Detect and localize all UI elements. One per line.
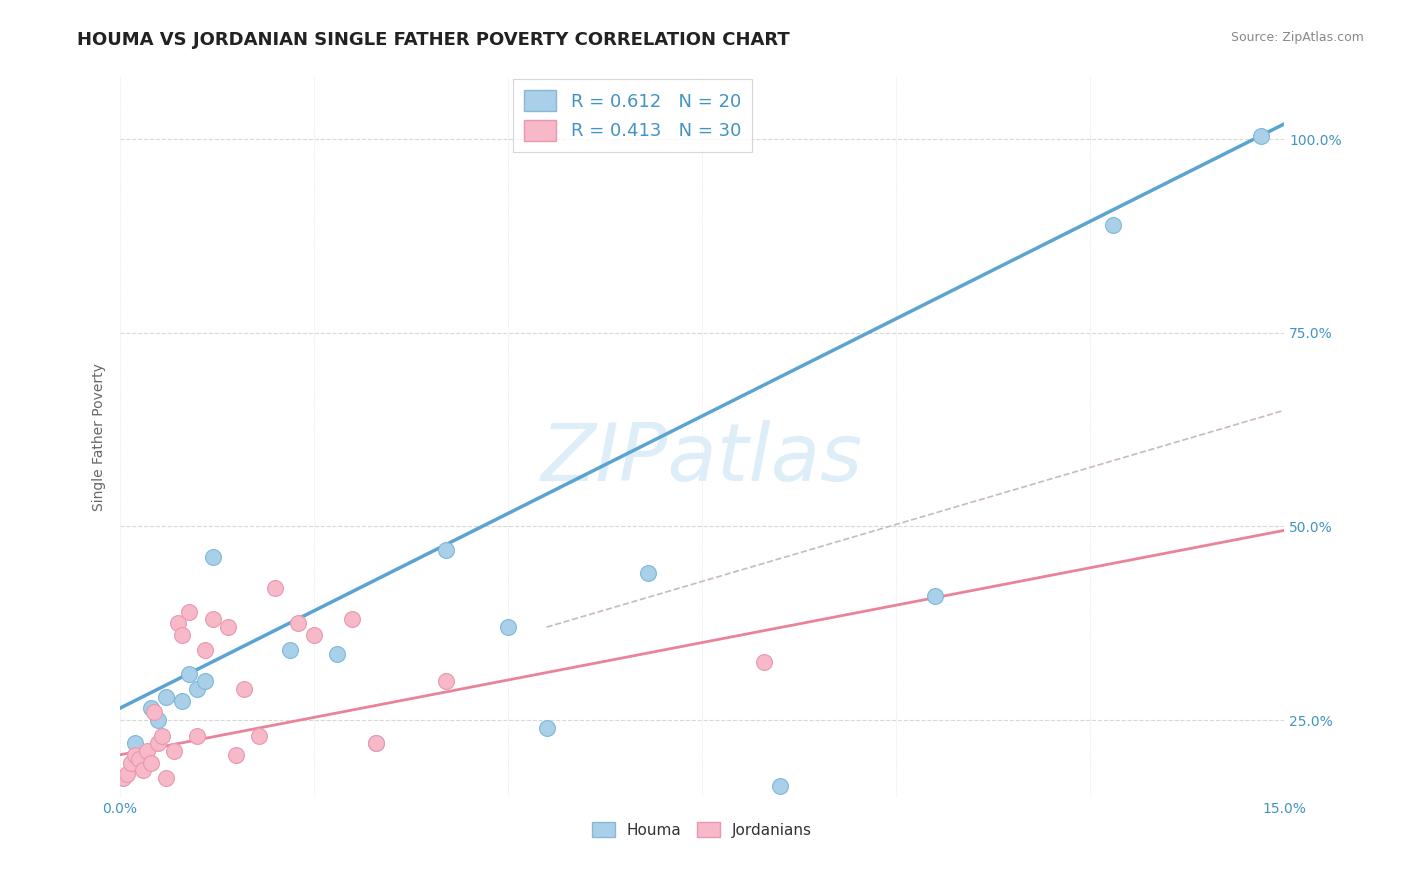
Point <box>179 605 201 619</box>
Point <box>170 694 193 708</box>
Point <box>364 736 387 750</box>
Point <box>170 628 193 642</box>
Point <box>1250 128 1272 143</box>
Point <box>128 752 150 766</box>
Point <box>139 701 162 715</box>
Point <box>194 674 217 689</box>
Y-axis label: Single Father Poverty: Single Father Poverty <box>93 364 107 511</box>
Legend: Houma, Jordanians: Houma, Jordanians <box>586 815 818 844</box>
Point <box>263 582 285 596</box>
Point <box>752 655 775 669</box>
Point <box>434 542 457 557</box>
Point <box>148 736 170 750</box>
Text: ZIPatlas: ZIPatlas <box>541 420 863 498</box>
Point <box>201 550 224 565</box>
Point <box>143 706 166 720</box>
Point <box>132 764 155 778</box>
Point <box>1102 218 1125 232</box>
Point <box>434 674 457 689</box>
Point <box>150 729 173 743</box>
Point <box>194 643 217 657</box>
Point <box>637 566 659 580</box>
Point <box>112 771 135 785</box>
Point <box>186 681 208 696</box>
Point <box>148 713 170 727</box>
Point <box>163 744 186 758</box>
Point <box>139 756 162 770</box>
Point <box>186 729 208 743</box>
Point <box>225 747 247 762</box>
Point <box>155 690 177 704</box>
Point <box>155 771 177 785</box>
Point <box>287 616 309 631</box>
Point <box>924 589 946 603</box>
Point <box>364 736 387 750</box>
Point <box>201 612 224 626</box>
Point <box>536 721 558 735</box>
Point <box>124 736 146 750</box>
Point <box>768 779 790 793</box>
Point <box>280 643 302 657</box>
Text: HOUMA VS JORDANIAN SINGLE FATHER POVERTY CORRELATION CHART: HOUMA VS JORDANIAN SINGLE FATHER POVERTY… <box>77 31 790 49</box>
Point <box>302 628 325 642</box>
Point <box>166 616 188 631</box>
Point <box>247 729 270 743</box>
Point <box>117 767 139 781</box>
Point <box>496 620 519 634</box>
Point <box>342 612 364 626</box>
Point <box>232 681 254 696</box>
Point <box>217 620 239 634</box>
Point <box>135 744 157 758</box>
Point <box>124 747 146 762</box>
Text: Source: ZipAtlas.com: Source: ZipAtlas.com <box>1230 31 1364 45</box>
Point <box>120 756 142 770</box>
Point <box>179 666 201 681</box>
Point <box>326 647 349 661</box>
